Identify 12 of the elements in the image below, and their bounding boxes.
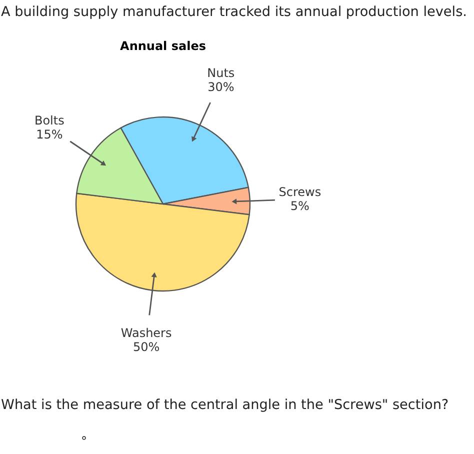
data-label: 5% xyxy=(290,199,310,214)
text: ° xyxy=(81,434,87,448)
slice-label: Nuts xyxy=(207,66,235,80)
chart-title: Annual sales xyxy=(120,39,206,53)
text: A building supply manufacturer tracked its annual production levels. xyxy=(1,4,467,20)
data-label: 30% xyxy=(208,80,234,94)
slice-label: Bolts xyxy=(34,113,64,128)
slice-label: Washers xyxy=(120,326,172,340)
data-label: 15% xyxy=(36,127,63,142)
text: What is the measure of the central angle in the "Screws" section? xyxy=(1,397,449,413)
data-label: 50% xyxy=(132,340,160,354)
slice-label: Screws xyxy=(278,185,322,200)
